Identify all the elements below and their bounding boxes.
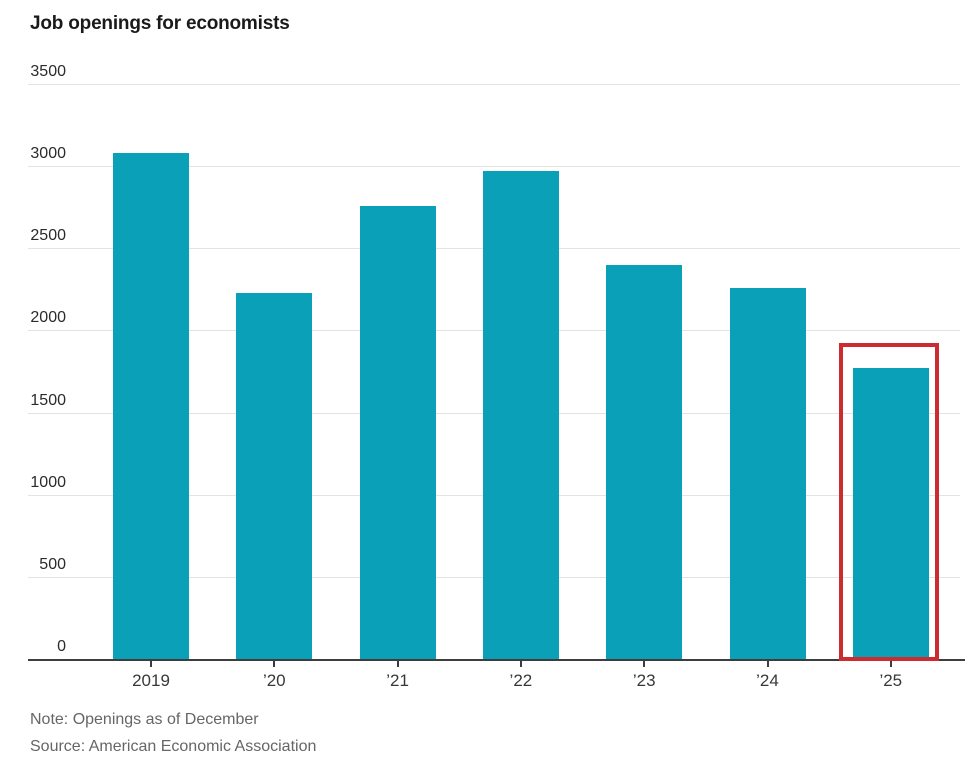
y-axis-tick-label: 0 — [57, 638, 66, 655]
x-axis-tick-label: ’20 — [262, 671, 286, 690]
chart-title: Job openings for economists — [30, 13, 290, 34]
x-axis-tick-label: ’21 — [386, 671, 409, 690]
x-axis-tick — [396, 661, 399, 667]
x-axis-tick — [519, 661, 522, 667]
y-axis-tick-label: 3500 — [30, 63, 66, 80]
chart-source: Source: American Economic Association — [30, 738, 317, 755]
y-axis-tick-label: 1500 — [30, 391, 66, 409]
x-axis-tick-label: ’22 — [509, 671, 533, 690]
x-axis-tick-label: ’23 — [632, 671, 656, 690]
bar-23 — [606, 264, 683, 659]
x-axis-tick-label: ’24 — [756, 671, 779, 690]
x-axis-tick — [889, 661, 892, 667]
x-axis-tick-label: ’25 — [879, 671, 903, 690]
y-axis-tick-label: 1000 — [30, 473, 66, 491]
x-axis-tick — [273, 661, 276, 667]
y-axis-tick-label: 3000 — [30, 145, 66, 163]
bar-24 — [729, 287, 806, 659]
x-axis-tick — [150, 661, 152, 667]
bar-21 — [359, 205, 436, 659]
x-axis-tick — [643, 661, 646, 667]
bar-25 — [852, 368, 929, 659]
y-axis-tick-label: 500 — [39, 555, 66, 573]
highlight-box — [839, 343, 940, 661]
y-axis-tick-label: 2500 — [30, 227, 66, 245]
bar-22 — [482, 171, 559, 659]
x-axis-line — [28, 659, 965, 661]
bar-2019 — [113, 153, 189, 659]
y-axis-tick-label: 2000 — [30, 309, 66, 327]
bar-20 — [236, 292, 313, 659]
x-axis-tick-label: 2019 — [132, 671, 170, 690]
gridline — [28, 166, 960, 168]
gridline — [28, 84, 960, 85]
chart-note: Note: Openings as of December — [30, 711, 259, 728]
x-axis-tick — [766, 661, 769, 667]
plot-area: 0 500 1000 1500 2000 2500 3000 3500 2019 ’20 ’21 ’2… — [28, 63, 965, 690]
